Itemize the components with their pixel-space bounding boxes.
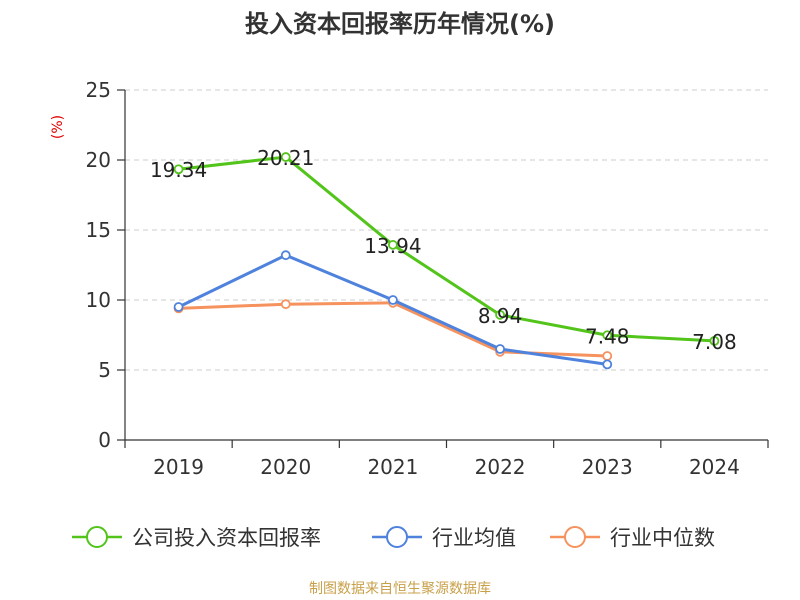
x-tick-label: 2021 [367, 455, 418, 479]
legend-label-2: 行业中位数 [610, 526, 715, 550]
y-tick-label: 5 [98, 358, 111, 382]
x-tick-label: 2023 [582, 455, 633, 479]
y-tick-label: 10 [86, 288, 111, 312]
data-point-1 [388, 295, 398, 305]
series-line-0 [178, 155, 715, 343]
data-label: 20.21 [257, 146, 314, 170]
data-label: 13.94 [364, 234, 421, 258]
series-line-1 [177, 253, 608, 366]
data-point-1 [495, 344, 505, 354]
y-tick-label: 25 [86, 78, 111, 102]
x-tick-label: 2020 [260, 455, 311, 479]
source-note: 制图数据来自恒生聚源数据库 [309, 581, 491, 597]
legend-marker-1 [386, 526, 408, 548]
data-point-2 [280, 299, 291, 310]
data-point-0 [280, 152, 291, 162]
series-line-2 [178, 301, 608, 358]
x-tick-label: 2022 [475, 455, 526, 479]
y-tick-label: 0 [98, 428, 111, 452]
y-tick-label: 20 [86, 148, 111, 172]
legend-label-1: 行业均值 [432, 526, 516, 550]
data-point-1 [173, 302, 184, 312]
legend-label-0: 公司投入资本回报率 [132, 526, 321, 550]
data-point-0 [173, 164, 184, 175]
x-tick-label: 2019 [153, 455, 204, 479]
y-tick-label: 15 [86, 218, 111, 242]
legend-marker-0 [86, 526, 108, 548]
data-label: 19.34 [150, 158, 207, 182]
data-point-0 [495, 309, 505, 320]
x-tick-label: 2024 [689, 455, 740, 479]
data-point-1 [602, 359, 613, 370]
data-point-0 [602, 330, 613, 341]
chart-title: 投入资本回报率历年情况(%) [245, 10, 555, 38]
data-label: 7.48 [585, 324, 630, 348]
data-point-0 [709, 335, 720, 346]
y-axis-label: (%) [50, 115, 66, 139]
data-point-0 [388, 239, 398, 250]
data-label: 8.94 [478, 304, 523, 328]
legend-marker-2 [564, 526, 586, 548]
data-point-2 [602, 351, 613, 361]
data-point-1 [280, 250, 291, 261]
data-label: 7.08 [692, 330, 737, 354]
